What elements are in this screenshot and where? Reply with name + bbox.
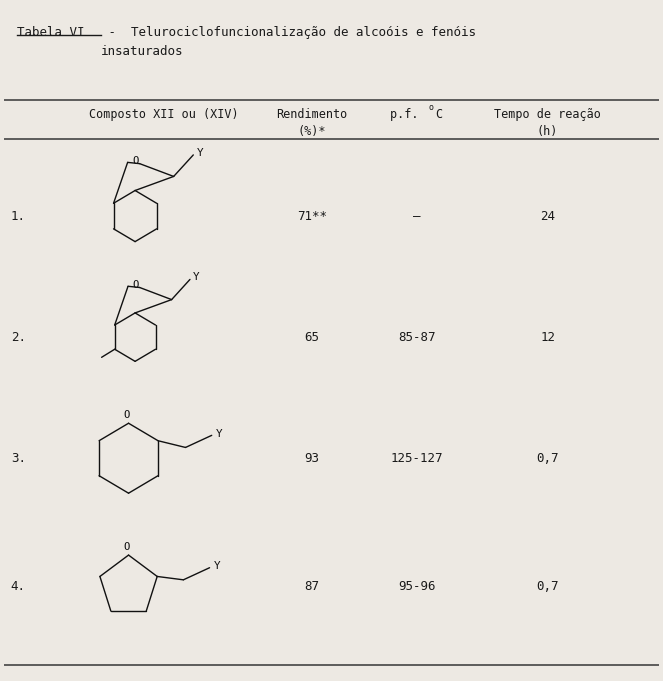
- Text: Composto XII ou (XIV): Composto XII ou (XIV): [90, 108, 239, 121]
- Text: p.f.: p.f.: [391, 108, 426, 121]
- Text: —: —: [413, 210, 420, 223]
- Text: Tabela VI: Tabela VI: [17, 26, 85, 39]
- Text: Y: Y: [196, 148, 204, 158]
- Text: (%)*: (%)*: [298, 125, 326, 138]
- Text: -  Telurociclofuncionalização de alcoóis e fenóis: - Telurociclofuncionalização de alcoóis …: [101, 26, 476, 39]
- Text: 4.: 4.: [11, 580, 26, 592]
- Text: 125-127: 125-127: [391, 452, 443, 464]
- Text: O: O: [123, 542, 130, 552]
- Text: Tempo de reação: Tempo de reação: [494, 108, 601, 121]
- Text: 87: 87: [304, 580, 320, 592]
- Text: (h): (h): [537, 125, 558, 138]
- Text: o: o: [428, 103, 434, 112]
- Text: 93: 93: [304, 452, 320, 464]
- Text: 12: 12: [540, 331, 555, 344]
- Text: 71**: 71**: [297, 210, 327, 223]
- Text: 2.: 2.: [11, 331, 26, 344]
- Text: 0,7: 0,7: [536, 580, 559, 592]
- Text: Y: Y: [216, 429, 223, 439]
- Text: 1.: 1.: [11, 210, 26, 223]
- Text: 0,7: 0,7: [536, 452, 559, 464]
- Text: Y: Y: [193, 272, 200, 283]
- Text: 85-87: 85-87: [398, 331, 436, 344]
- Text: O: O: [132, 280, 138, 290]
- Text: Rendimento: Rendimento: [276, 108, 347, 121]
- Text: 65: 65: [304, 331, 320, 344]
- Text: insaturados: insaturados: [101, 44, 184, 57]
- Text: 3.: 3.: [11, 452, 26, 464]
- Text: C: C: [435, 108, 442, 121]
- Text: O: O: [132, 156, 138, 166]
- Text: O: O: [123, 410, 130, 420]
- Text: Y: Y: [214, 561, 221, 571]
- Text: 95-96: 95-96: [398, 580, 436, 592]
- Text: 24: 24: [540, 210, 555, 223]
